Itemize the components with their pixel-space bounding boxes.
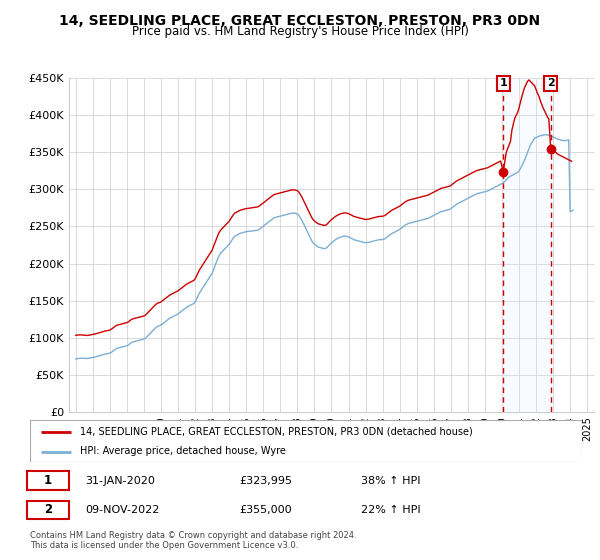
Text: £355,000: £355,000 [240, 505, 292, 515]
Text: 1: 1 [499, 78, 507, 88]
Text: 31-JAN-2020: 31-JAN-2020 [85, 475, 155, 486]
Bar [503, 78, 551, 412]
Text: HPI: Average price, detached house, Wyre: HPI: Average price, detached house, Wyre [80, 446, 286, 456]
Text: 14, SEEDLING PLACE, GREAT ECCLESTON, PRESTON, PR3 0DN: 14, SEEDLING PLACE, GREAT ECCLESTON, PRE… [59, 14, 541, 28]
Text: 22% ↑ HPI: 22% ↑ HPI [361, 505, 421, 515]
FancyBboxPatch shape [27, 501, 68, 519]
Text: £323,995: £323,995 [240, 475, 293, 486]
Text: 38% ↑ HPI: 38% ↑ HPI [361, 475, 421, 486]
Text: Contains HM Land Registry data © Crown copyright and database right 2024.
This d: Contains HM Land Registry data © Crown c… [30, 531, 356, 550]
Text: Price paid vs. HM Land Registry's House Price Index (HPI): Price paid vs. HM Land Registry's House … [131, 25, 469, 38]
Text: 1: 1 [44, 474, 52, 487]
Text: 14, SEEDLING PLACE, GREAT ECCLESTON, PRESTON, PR3 0DN (detached house): 14, SEEDLING PLACE, GREAT ECCLESTON, PRE… [80, 427, 472, 437]
Text: 2: 2 [44, 503, 52, 516]
FancyBboxPatch shape [27, 472, 68, 490]
Text: 2: 2 [547, 78, 554, 88]
Text: 09-NOV-2022: 09-NOV-2022 [85, 505, 160, 515]
